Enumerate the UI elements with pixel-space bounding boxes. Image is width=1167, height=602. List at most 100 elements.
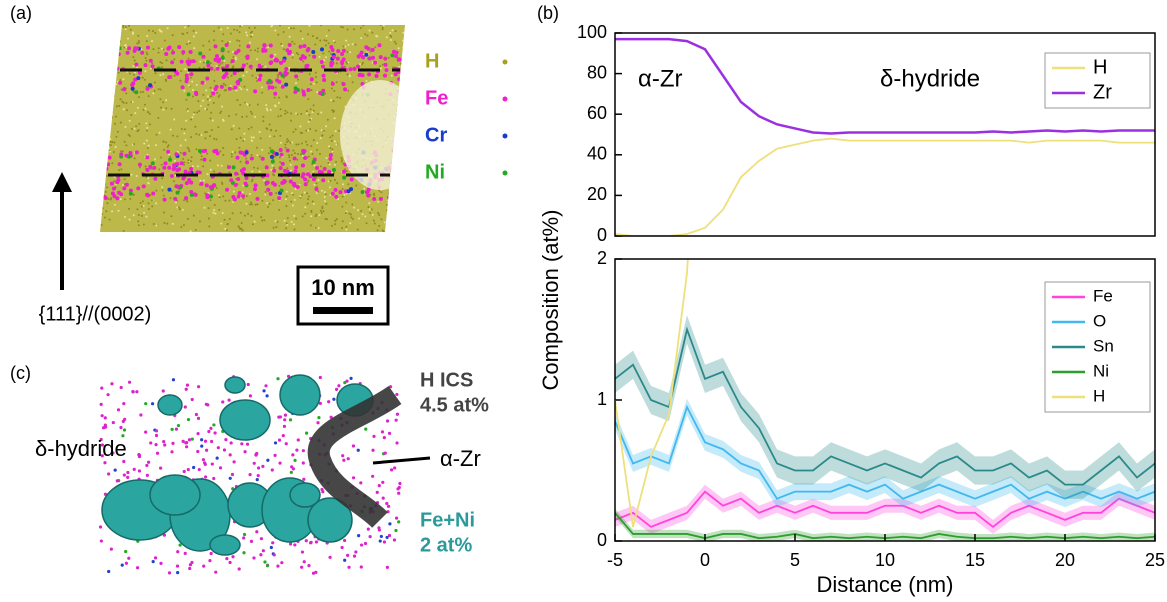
atom-dot	[182, 157, 185, 160]
atom-dot	[105, 70, 108, 73]
atom-dot	[250, 136, 253, 139]
atom-dot	[231, 151, 234, 154]
atom-dot	[134, 90, 139, 95]
atom-dot	[112, 150, 115, 153]
atom-dot	[301, 461, 305, 465]
atom-dot	[264, 65, 267, 68]
atom-dot	[231, 66, 234, 69]
atom-dot	[269, 154, 274, 159]
atom-dot	[385, 535, 389, 540]
atom-dot	[396, 123, 399, 126]
atom-dot	[149, 441, 153, 445]
atom-dot	[276, 564, 280, 568]
atom-dot	[135, 390, 139, 394]
atom-dot	[151, 30, 154, 33]
atom-dot	[231, 50, 234, 53]
atom-dot	[215, 66, 220, 71]
atom-dot	[314, 71, 317, 74]
atom-dot	[259, 137, 262, 140]
y-tick-label: 80	[587, 62, 607, 82]
atom-dot	[305, 192, 308, 195]
x-tick-label: 20	[1055, 550, 1075, 570]
atom-dot	[196, 385, 201, 389]
atom-dot	[328, 50, 331, 53]
atom-dot	[307, 198, 310, 201]
atom-dot	[147, 95, 150, 98]
atom-dot	[100, 32, 103, 35]
atom-dot	[115, 33, 118, 36]
atom-dot	[300, 54, 305, 59]
atom-dot	[127, 556, 131, 560]
atom-dot	[397, 77, 402, 82]
atom-dot	[311, 35, 314, 38]
atom-dot	[278, 166, 283, 171]
atom-dot	[292, 156, 297, 161]
atom-dot	[398, 158, 401, 161]
atom-dot	[400, 199, 403, 202]
atom-dot	[300, 550, 305, 554]
atom-dot	[224, 227, 227, 230]
atom-dot	[387, 431, 392, 435]
atom-dot	[215, 456, 219, 460]
atom-dot	[109, 198, 112, 201]
atom-dot	[100, 149, 102, 152]
atom-dot	[202, 165, 205, 168]
atom-dot	[175, 190, 180, 195]
error-band	[615, 508, 1155, 541]
atom-dot	[226, 229, 229, 232]
atom-dot	[246, 88, 249, 91]
atom-dot	[245, 442, 250, 446]
atom-dot	[391, 210, 394, 213]
atom-dot	[341, 220, 344, 223]
atom-dot	[196, 432, 200, 436]
atom-dot	[356, 448, 360, 452]
atom-dot	[112, 94, 115, 97]
atom-dot	[288, 159, 291, 162]
atom-dot	[314, 129, 317, 132]
atom-dot	[104, 64, 109, 69]
atom-dot	[303, 182, 308, 187]
atom-dot	[262, 43, 267, 48]
atom-dot	[216, 91, 219, 94]
atom-dot	[339, 96, 342, 99]
atom-dot	[386, 225, 389, 228]
atom-dot	[319, 25, 322, 27]
atom-dot	[310, 150, 313, 153]
atom-dot	[100, 180, 103, 185]
atom-dot	[366, 46, 371, 51]
atom-dot	[203, 439, 208, 443]
atom-dot	[396, 227, 399, 230]
atom-dot	[283, 418, 287, 422]
atom-dot	[305, 112, 308, 115]
atom-dot	[383, 62, 388, 67]
atom-dot	[191, 95, 194, 98]
atom-dot	[261, 549, 265, 553]
atom-dot	[329, 180, 332, 183]
atom-dot	[183, 551, 187, 555]
atom-dot	[180, 70, 183, 73]
atom-dot	[291, 453, 295, 457]
atom-dot	[301, 92, 306, 97]
atom-dot	[150, 161, 155, 166]
atom-dot	[284, 82, 289, 87]
atom-dot	[225, 64, 230, 69]
legend-label: Fe	[425, 87, 448, 109]
atom-dot	[288, 66, 291, 69]
atom-dot	[119, 425, 123, 430]
annotation: α-Zr	[638, 65, 683, 92]
atom-dot	[103, 63, 108, 68]
atom-dot	[119, 29, 122, 32]
atom-dot	[186, 467, 190, 472]
atom-dot	[341, 48, 346, 53]
atom-dot	[371, 474, 375, 478]
atom-dot	[100, 386, 104, 390]
atom-dot	[204, 107, 207, 110]
atom-dot	[181, 50, 186, 55]
atom-dot	[364, 33, 367, 36]
atom-dot	[402, 172, 405, 175]
atom-dot	[373, 60, 378, 65]
atom-dot	[132, 214, 135, 217]
atom-dot	[255, 451, 259, 456]
atom-dot	[395, 119, 398, 122]
atom-dot	[113, 468, 117, 472]
